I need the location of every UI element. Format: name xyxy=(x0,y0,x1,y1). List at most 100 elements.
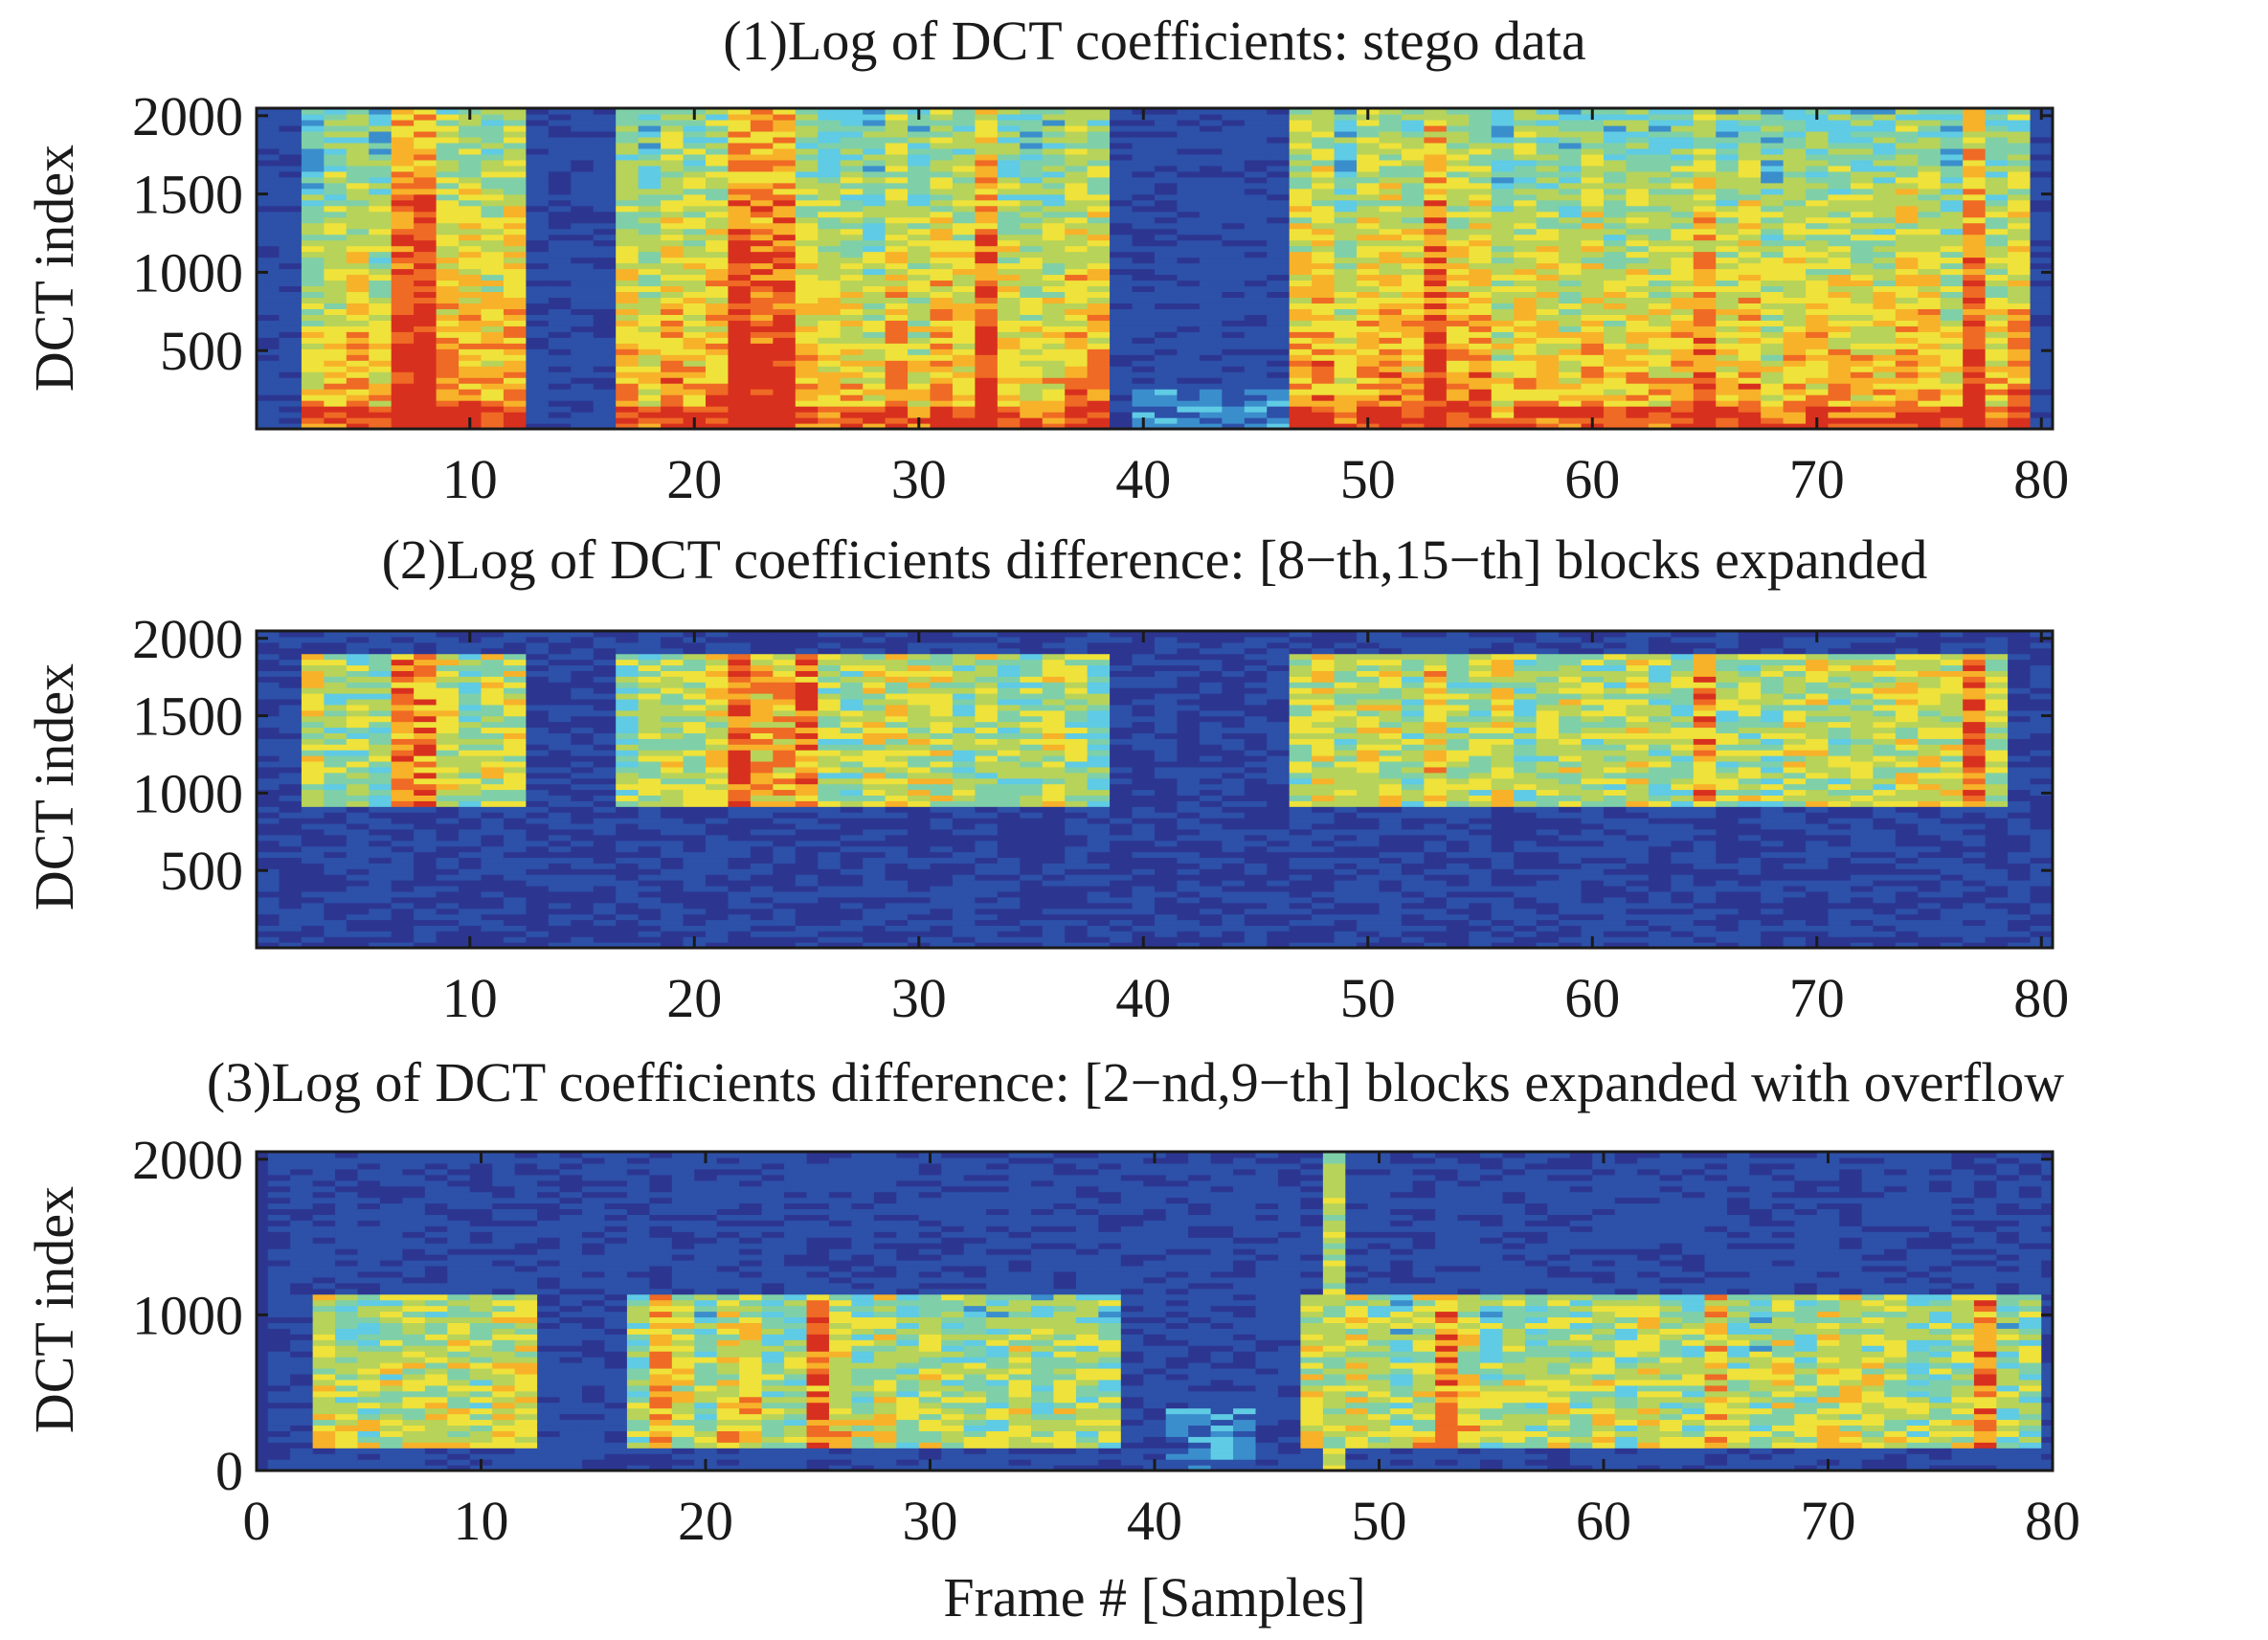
heat-cell xyxy=(346,806,370,813)
heat-cell xyxy=(1289,124,1313,132)
heat-cell xyxy=(1222,331,1246,338)
heat-cell xyxy=(952,303,976,309)
heat-cell xyxy=(301,383,325,390)
heat-cell xyxy=(1132,239,1156,247)
heat-cell xyxy=(1334,291,1358,299)
heat-cell xyxy=(908,211,932,218)
heat-cell xyxy=(1020,153,1044,161)
heat-cell xyxy=(436,412,460,418)
heat-cell xyxy=(1895,400,1919,407)
heat-cell xyxy=(930,354,954,361)
heat-cell xyxy=(1514,331,1538,338)
heat-cell xyxy=(369,828,393,836)
heat-cell xyxy=(2030,285,2053,293)
heat-cell xyxy=(279,732,303,739)
heat-cell xyxy=(1626,320,1650,326)
heat-cell xyxy=(975,119,999,126)
heat-cell xyxy=(1469,423,1493,429)
heat-cell xyxy=(1604,280,1628,287)
heat-cell xyxy=(1693,423,1717,429)
heat-cell xyxy=(1514,239,1538,247)
heat-cell xyxy=(1222,262,1246,270)
heat-cell xyxy=(1424,142,1448,149)
heat-cell xyxy=(346,851,370,859)
heat-cell xyxy=(1693,337,1717,344)
heat-cell xyxy=(1716,239,1740,247)
heat-cell xyxy=(526,406,550,413)
heat-cell xyxy=(1401,348,1425,355)
heat-cell xyxy=(1626,400,1650,407)
heat-cell xyxy=(1873,142,1897,149)
heat-cell xyxy=(930,337,954,344)
heat-cell xyxy=(773,348,797,355)
heat-cell xyxy=(1738,308,1762,315)
heat-cell xyxy=(1267,383,1291,390)
heat-cell xyxy=(279,142,303,149)
heat-cell xyxy=(952,222,976,230)
heat-cell xyxy=(863,216,887,224)
heat-cell xyxy=(1581,303,1605,309)
heat-cell xyxy=(1581,389,1605,395)
heat-cell xyxy=(301,812,325,819)
heat-cell xyxy=(369,704,393,711)
heat-cell xyxy=(728,377,752,384)
heat-cell xyxy=(1312,113,1336,121)
heat-cell xyxy=(1199,285,1223,293)
heat-cell xyxy=(1222,199,1246,207)
heat-cell xyxy=(908,400,932,407)
heat-cell xyxy=(773,360,797,367)
heat-cell xyxy=(391,136,415,144)
heat-cell xyxy=(1828,142,1852,149)
heat-cell xyxy=(324,153,348,161)
heat-cell xyxy=(436,188,460,195)
heat-cell xyxy=(952,360,976,367)
heat-cell xyxy=(1424,354,1448,361)
heat-cell xyxy=(1334,297,1358,303)
heat-cell xyxy=(930,170,954,178)
heat-cell xyxy=(571,108,595,115)
heat-cell xyxy=(391,308,415,315)
heat-cell xyxy=(1559,211,1583,218)
heat-cell xyxy=(773,211,797,218)
heat-cell xyxy=(997,331,1021,338)
heat-cell xyxy=(1132,262,1156,270)
heat-cell xyxy=(930,320,954,326)
heat-cell xyxy=(1806,211,1830,218)
heat-cell xyxy=(1087,119,1111,126)
heat-cell xyxy=(1491,228,1515,236)
heat-cell xyxy=(1424,285,1448,293)
heat-cell xyxy=(885,348,909,355)
heat-cell xyxy=(481,343,505,349)
heat-cell xyxy=(750,280,774,287)
heat-cell xyxy=(526,222,550,230)
heat-cell xyxy=(1312,389,1336,395)
heat-cell xyxy=(2008,326,2032,332)
heat-cell xyxy=(1559,262,1583,270)
heat-cell xyxy=(481,147,505,155)
heat-cell xyxy=(795,326,819,332)
heat-cell xyxy=(750,113,774,121)
heat-cell xyxy=(1424,251,1448,258)
heat-cell xyxy=(1693,308,1717,315)
heat-cell xyxy=(1850,348,1874,355)
heat-cell xyxy=(301,423,325,429)
heat-cell xyxy=(1671,251,1695,258)
heat-cell xyxy=(414,216,438,224)
heat-cell xyxy=(1648,274,1672,281)
heat-cell xyxy=(1199,234,1223,241)
heat-cell xyxy=(346,113,370,121)
heat-cell xyxy=(908,348,932,355)
heat-cell xyxy=(391,245,415,253)
heat-cell xyxy=(257,124,281,132)
heat-cell xyxy=(1918,337,1942,344)
heat-cell xyxy=(301,417,325,424)
heat-cell xyxy=(279,285,303,293)
heat-cell xyxy=(1065,262,1089,270)
heat-cell xyxy=(638,147,662,155)
heat-cell xyxy=(369,783,393,791)
heat-cell xyxy=(1716,331,1740,338)
heat-cell xyxy=(728,147,752,155)
heat-cell xyxy=(346,931,370,937)
heat-cell xyxy=(1604,394,1628,401)
heat-cell xyxy=(1559,400,1583,407)
